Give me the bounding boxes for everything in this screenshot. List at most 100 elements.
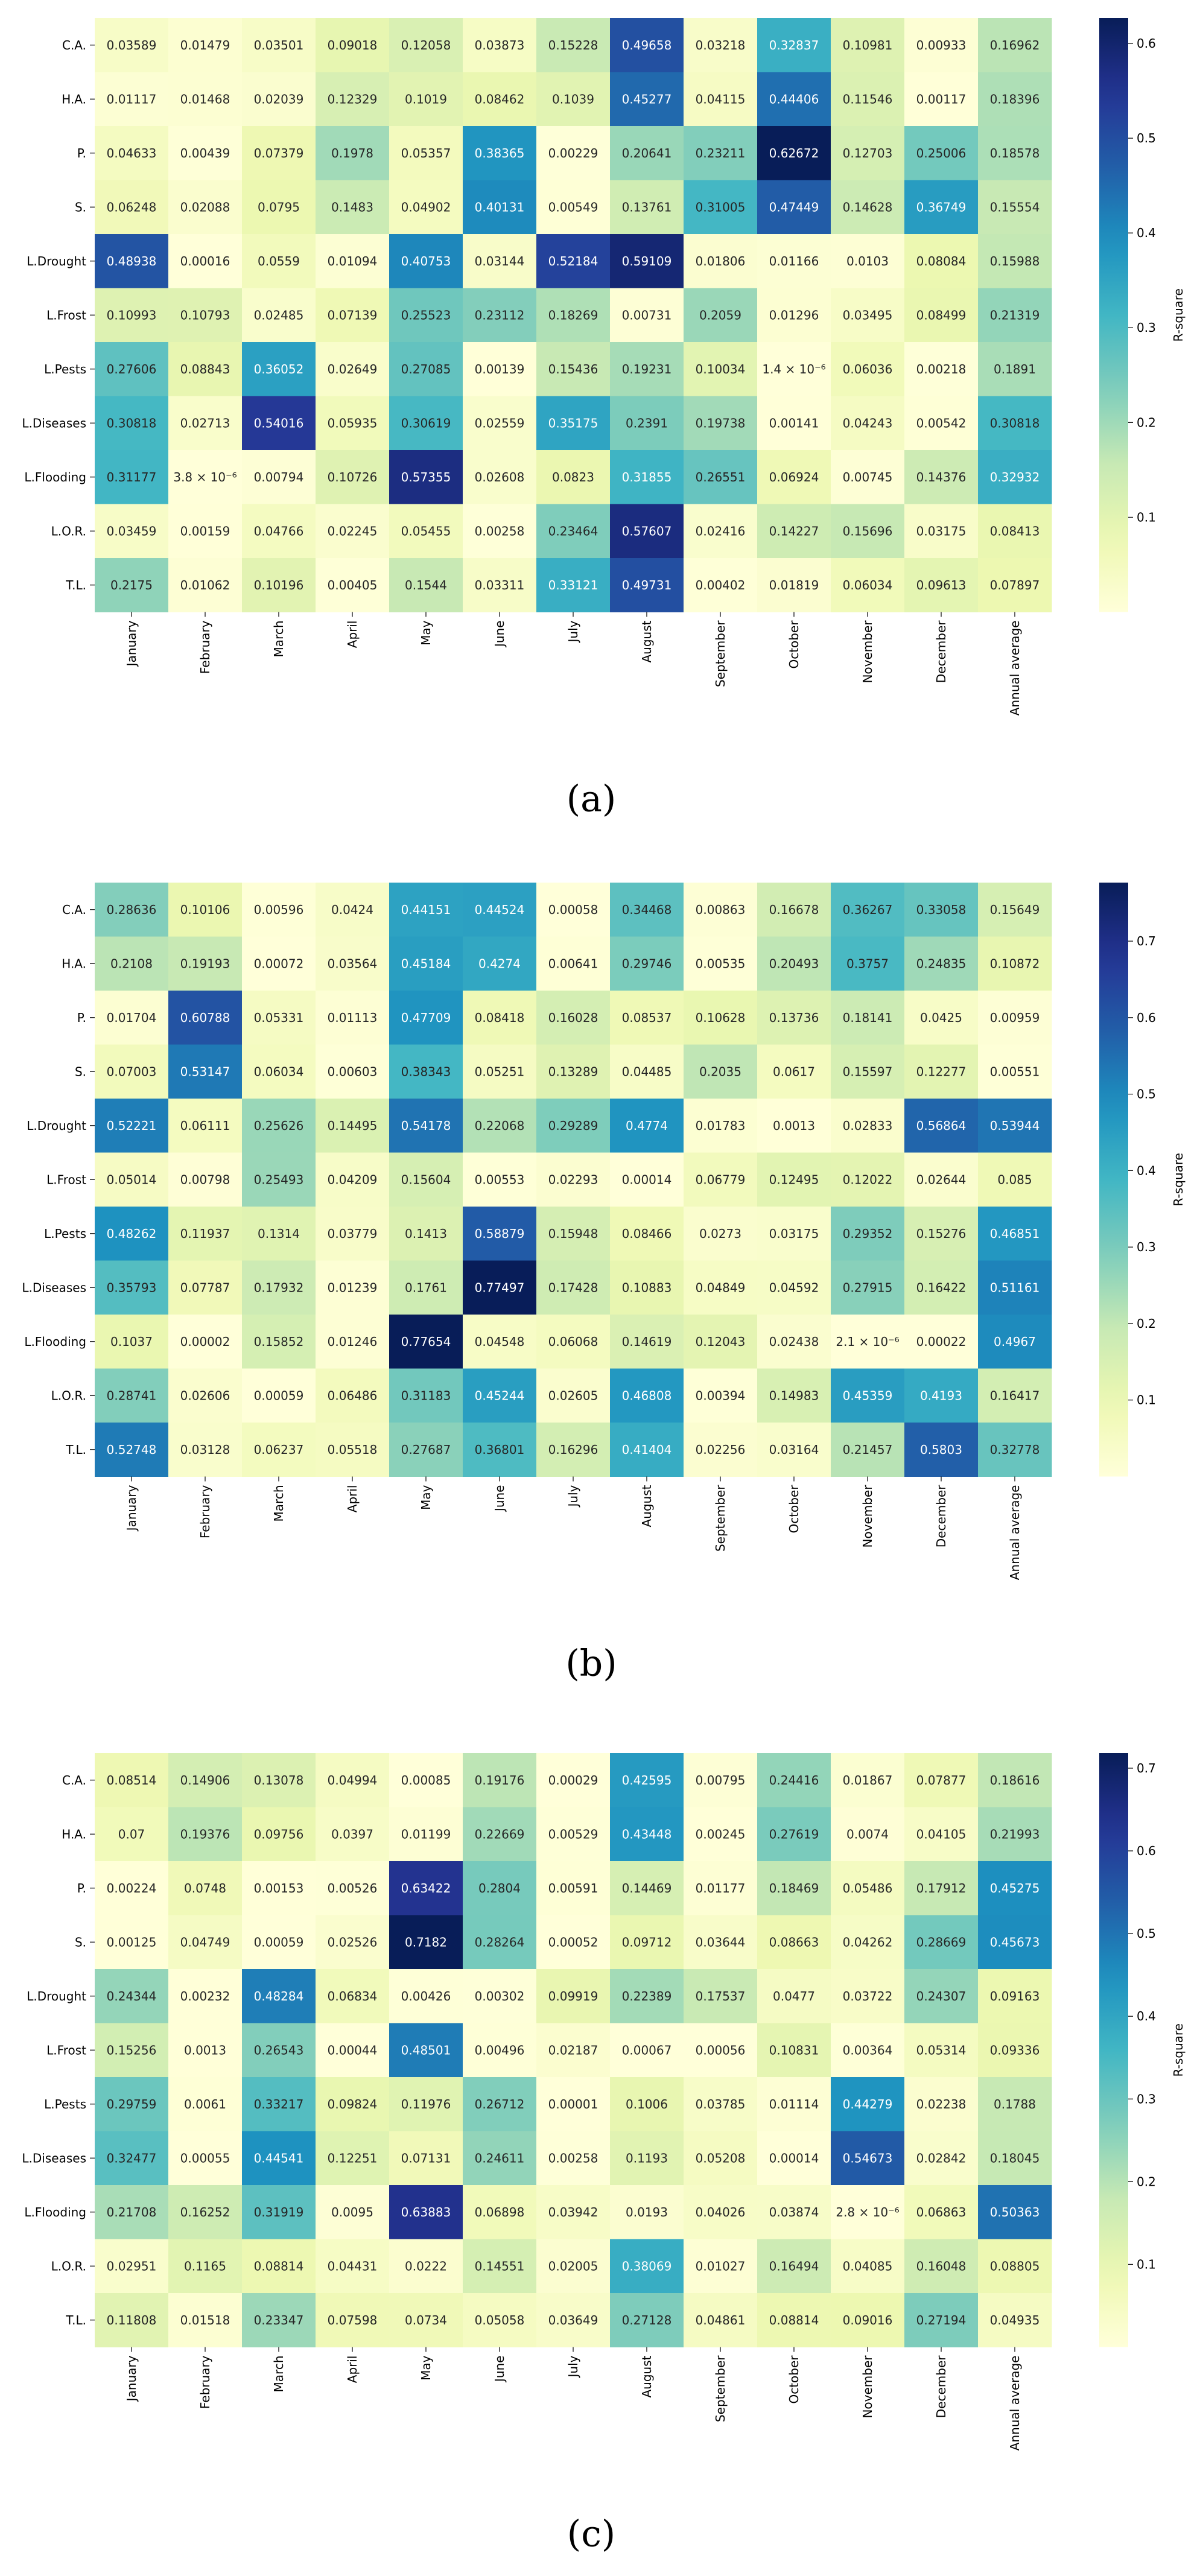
cell-value-label: 0.12495 <box>769 1172 819 1187</box>
heatmap-cell <box>610 936 684 991</box>
heatmap-cell <box>536 1807 611 1862</box>
heatmap-cell <box>389 504 463 559</box>
cell-value-label: 0.23347 <box>254 2313 304 2327</box>
heatmap-cell <box>389 1044 463 1099</box>
cell-value-label: 0.54016 <box>254 416 304 430</box>
row-label: L.Drought <box>27 1118 86 1133</box>
cell-value-label: 0.15649 <box>990 903 1040 917</box>
cell-value-label: 0.04026 <box>696 2205 746 2219</box>
cell-value-label: 0.45673 <box>990 1935 1040 1949</box>
row-label: L.Drought <box>27 254 86 268</box>
heatmap-cell <box>684 558 758 612</box>
heatmap-cell <box>831 2293 905 2347</box>
cell-value-label: 0.00745 <box>843 470 893 484</box>
heatmap-cell <box>978 342 1052 396</box>
heatmap-cell <box>831 1260 905 1315</box>
cell-value-label: 0.04861 <box>696 2313 746 2327</box>
cell-value-label: 0.26551 <box>696 470 746 484</box>
heatmap-cell <box>389 1969 463 2023</box>
cell-value-label: 0.00798 <box>180 1172 230 1187</box>
cell-value-label: 0.0074 <box>846 1827 889 1841</box>
heatmap-cell <box>684 2131 758 2186</box>
cell-value-label: 0.0425 <box>920 1010 962 1025</box>
heatmap-cell <box>242 504 316 559</box>
heatmap-cell <box>168 126 243 180</box>
cell-value-label: 0.25006 <box>916 146 967 160</box>
heatmap-cell <box>463 1044 537 1099</box>
heatmap-cell <box>831 288 905 343</box>
heatmap-cell <box>242 288 316 343</box>
cell-value-label: 0.01867 <box>843 1773 893 1788</box>
heatmap-cell <box>536 2293 611 2347</box>
cell-value-label: 0.00055 <box>180 2151 230 2165</box>
row-label: L.O.R. <box>51 1388 86 1403</box>
heatmap-cell <box>463 2023 537 2078</box>
heatmap-cell <box>536 72 611 127</box>
cell-value-label: 0.01199 <box>401 1827 451 1841</box>
heatmap-cell <box>831 883 905 937</box>
heatmap-cell <box>316 991 390 1045</box>
cell-value-label: 0.10793 <box>180 308 230 322</box>
cell-value-label: 0.00551 <box>990 1064 1040 1079</box>
heatmap-cell <box>389 1315 463 1369</box>
cell-value-label: 0.1978 <box>331 146 373 160</box>
heatmap-cell <box>684 1861 758 1915</box>
heatmap-cell <box>316 72 390 127</box>
cell-value-label: 0.40131 <box>475 200 525 214</box>
heatmap-cell <box>978 1260 1052 1315</box>
heatmap-cell <box>316 1807 390 1862</box>
cell-value-label: 0.20641 <box>622 146 672 160</box>
cell-value-label: 0.00302 <box>475 1989 525 2003</box>
cell-value-label: 0.17428 <box>548 1280 598 1295</box>
cell-value-label: 0.01027 <box>696 2259 746 2273</box>
cell-value-label: 0.18141 <box>843 1010 893 1025</box>
cell-value-label: 0.03564 <box>328 956 378 971</box>
heatmap-cell <box>831 396 905 451</box>
heatmap-cell <box>95 1315 169 1369</box>
cell-value-label: 0.02245 <box>328 524 378 538</box>
cell-value-label: 0.2108 <box>110 956 153 971</box>
heatmap-cell <box>757 396 831 451</box>
heatmap-cell <box>904 558 979 612</box>
cell-value-label: 0.1019 <box>405 92 447 106</box>
cell-value-label: 0.1788 <box>994 2097 1036 2111</box>
heatmap-cell <box>316 2185 390 2239</box>
heatmap-cell <box>242 2077 316 2131</box>
cell-value-label: 0.00001 <box>548 2097 598 2111</box>
heatmap-cell <box>978 883 1052 937</box>
heatmap-cell <box>757 1044 831 1099</box>
heatmap-cell <box>95 2293 169 2347</box>
cell-value-label: 0.0103 <box>846 254 889 268</box>
heatmap-cell <box>95 1044 169 1099</box>
cell-value-label: 0.03873 <box>475 38 525 52</box>
cell-value-label: 0.00059 <box>254 1388 304 1403</box>
cell-value-label: 0.08084 <box>916 254 967 268</box>
heatmap-cell <box>610 342 684 396</box>
cell-value-label: 0.08466 <box>622 1226 672 1241</box>
heatmap-cell <box>242 1807 316 1862</box>
cell-value-label: 0.00535 <box>696 956 746 971</box>
cell-value-label: 0.06779 <box>696 1172 746 1187</box>
heatmap-cell <box>757 234 831 288</box>
cell-value-label: 0.04105 <box>916 1827 967 1841</box>
heatmap-cell <box>316 2293 390 2347</box>
cell-value-label: 0.02526 <box>328 1935 378 1949</box>
heatmap-cell <box>610 1969 684 2023</box>
cell-value-label: 0.10196 <box>254 578 304 592</box>
cell-value-label: 0.27619 <box>769 1827 819 1841</box>
heatmap-cell <box>684 2077 758 2131</box>
heatmap-cell <box>463 396 537 451</box>
cell-value-label: 0.54178 <box>401 1118 451 1133</box>
colorbar-label: R-square <box>1171 288 1186 341</box>
heatmap-cell <box>168 288 243 343</box>
cell-value-label: 0.10872 <box>990 956 1040 971</box>
cell-value-label: 0.2035 <box>699 1064 741 1079</box>
cell-value-label: 0.04749 <box>180 1935 230 1949</box>
heatmap-cell <box>610 126 684 180</box>
colorbar-tick-label: 0.2 <box>1137 415 1156 430</box>
cell-value-label: 0.00059 <box>254 1935 304 1949</box>
heatmap-cell <box>536 396 611 451</box>
heatmap-cell <box>610 72 684 127</box>
cell-value-label: 0.14376 <box>916 470 967 484</box>
heatmap-cell <box>168 1315 243 1369</box>
